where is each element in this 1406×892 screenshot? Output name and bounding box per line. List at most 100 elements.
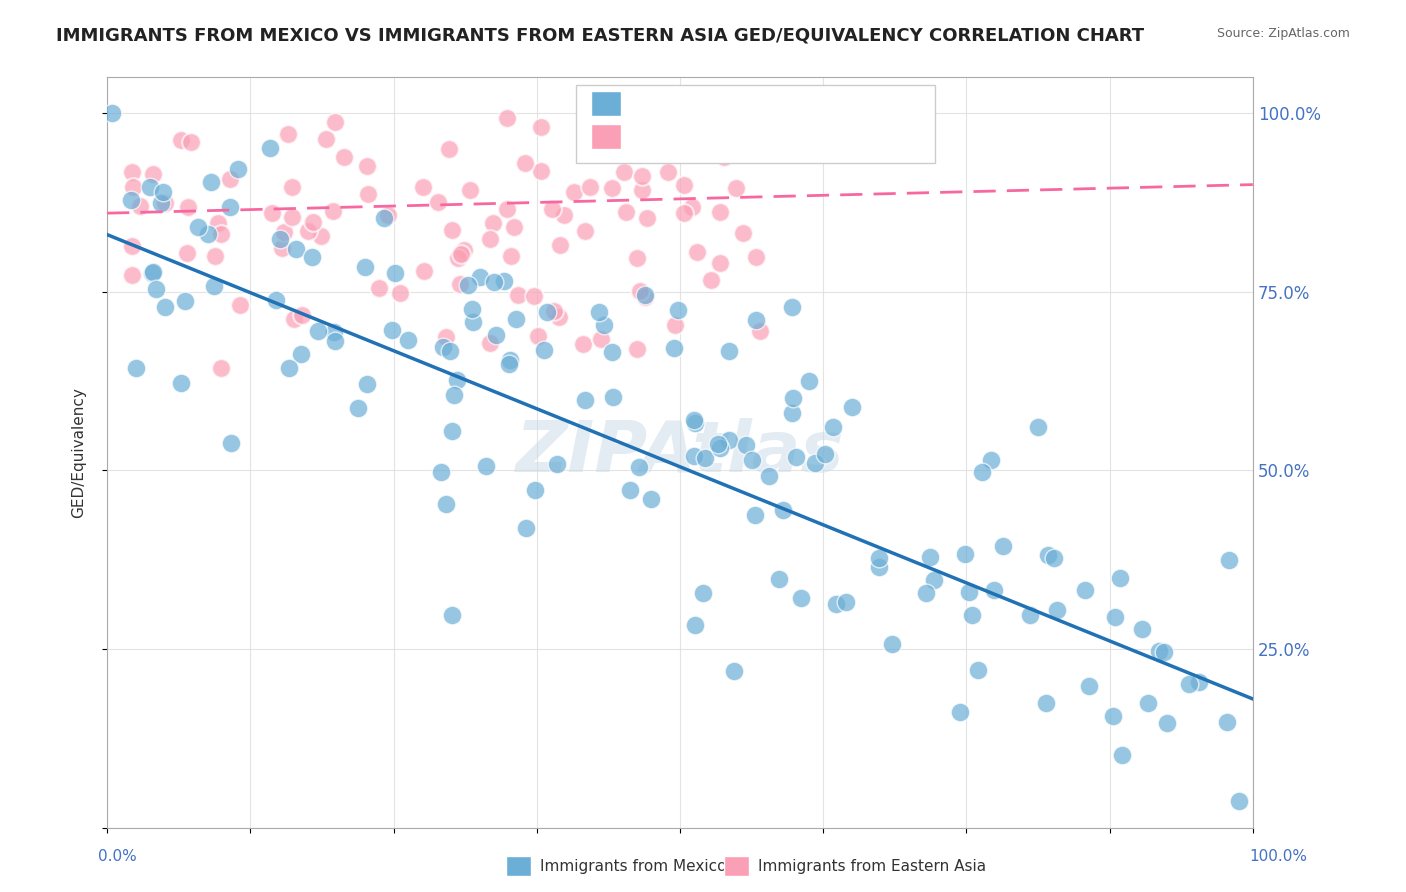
Point [700, 273, 723, 287]
Point [841, 400, 863, 414]
Point [202, 279, 225, 293]
Point [1045, 603, 1067, 617]
Point [693, 450, 716, 465]
Point [1035, 696, 1057, 710]
Point [1111, 748, 1133, 763]
Point [513, 156, 536, 170]
Point [413, 264, 436, 278]
Point [434, 498, 457, 512]
Point [440, 223, 463, 237]
Point [960, 607, 983, 622]
Point [219, 436, 242, 450]
Point [333, 150, 356, 164]
Point [141, 266, 163, 280]
Point [269, 232, 291, 246]
Point [461, 315, 484, 329]
Point [758, 469, 780, 483]
Point [100, 106, 122, 120]
Point [634, 288, 657, 302]
Point [991, 539, 1014, 553]
Point [709, 441, 731, 455]
Point [482, 216, 505, 230]
Point [814, 447, 837, 461]
Point [562, 185, 585, 199]
Point [797, 374, 820, 388]
Point [479, 336, 502, 351]
Point [835, 594, 858, 608]
Point [180, 135, 202, 149]
Point [582, 124, 605, 138]
Point [209, 360, 232, 375]
Point [785, 450, 807, 464]
Point [1188, 675, 1211, 690]
Point [446, 373, 468, 387]
Point [197, 227, 219, 242]
Point [142, 167, 165, 181]
Point [458, 183, 481, 197]
Point [600, 181, 623, 195]
Point [1018, 607, 1040, 622]
Point [505, 312, 527, 326]
Point [1218, 552, 1240, 566]
Point [301, 215, 323, 229]
Point [920, 550, 942, 565]
Point [1036, 548, 1059, 562]
Point [384, 266, 406, 280]
Point [685, 618, 707, 632]
Point [325, 114, 347, 128]
Point [626, 251, 648, 265]
Point [588, 305, 610, 319]
Point [683, 413, 706, 427]
Point [548, 310, 571, 324]
Point [283, 312, 305, 326]
Point [226, 161, 249, 176]
Point [593, 318, 616, 332]
Point [681, 200, 703, 214]
Point [356, 159, 378, 173]
Point [281, 180, 304, 194]
Point [453, 244, 475, 258]
Point [724, 181, 747, 195]
Point [543, 303, 565, 318]
Point [207, 216, 229, 230]
Point [450, 246, 472, 260]
Point [439, 141, 461, 155]
Point [515, 521, 537, 535]
Point [707, 437, 730, 451]
Point [683, 449, 706, 463]
Point [468, 270, 491, 285]
Point [630, 169, 652, 184]
Point [790, 591, 813, 606]
Point [731, 226, 754, 240]
Point [546, 457, 568, 471]
Point [692, 586, 714, 600]
Point [628, 459, 651, 474]
Point [381, 323, 404, 337]
Point [741, 453, 763, 467]
Point [782, 392, 804, 406]
Point [1227, 794, 1250, 808]
Point [260, 206, 283, 220]
Point [377, 208, 399, 222]
Point [1026, 420, 1049, 434]
Point [523, 483, 546, 497]
Point [440, 608, 463, 623]
Point [823, 420, 845, 434]
Point [176, 201, 198, 215]
Point [121, 180, 143, 194]
Point [285, 242, 308, 256]
Point [869, 559, 891, 574]
Point [138, 179, 160, 194]
Point [356, 377, 378, 392]
Point [447, 251, 470, 265]
Point [501, 249, 523, 263]
Point [533, 343, 555, 358]
Point [631, 183, 654, 197]
Point [120, 194, 142, 208]
Text: 0.0%: 0.0% [98, 849, 138, 863]
Point [323, 325, 346, 339]
Point [1077, 679, 1099, 693]
Point [204, 249, 226, 263]
Point [121, 268, 143, 282]
Point [219, 172, 242, 186]
